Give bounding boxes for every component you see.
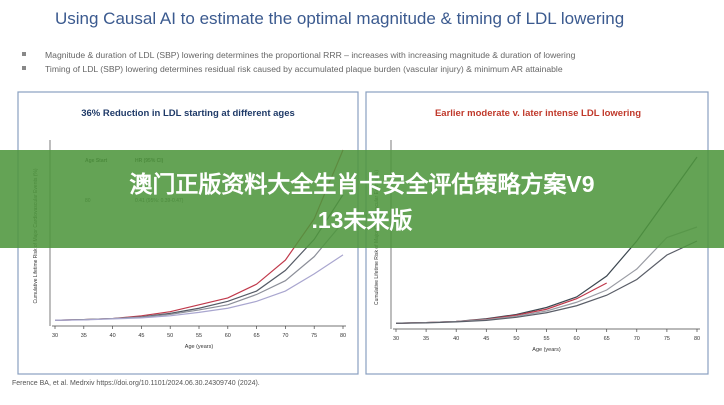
footer: Ference BA, et al. Medrxiv https://doi.o… xyxy=(12,380,260,387)
x-tick-label: 30 xyxy=(393,336,399,342)
x-tick-label: 80 xyxy=(694,336,700,342)
chart-title: Earlier moderate v. later intense LDL lo… xyxy=(435,108,641,119)
banner-text: .13未来版 xyxy=(312,207,413,233)
x-tick-label: 30 xyxy=(52,333,58,339)
x-tick-label: 60 xyxy=(225,333,231,339)
x-tick-label: 75 xyxy=(664,336,670,342)
x-tick-label: 45 xyxy=(483,336,489,342)
bullet: Timing of LDL (SBP) lowering determines … xyxy=(45,64,563,74)
x-tick-label: 40 xyxy=(110,333,116,339)
x-tick-label: 80 xyxy=(340,333,346,339)
x-tick-label: 70 xyxy=(282,333,288,339)
x-tick-label: 40 xyxy=(453,336,459,342)
bullet: Magnitude & duration of LDL (SBP) loweri… xyxy=(45,50,576,60)
series-line xyxy=(395,240,698,324)
x-tick-label: 65 xyxy=(604,336,610,342)
x-tick-label: 70 xyxy=(634,336,640,342)
overlay-banner xyxy=(0,150,724,248)
chart-title: 36% Reduction in LDL starting at differe… xyxy=(81,108,295,119)
slide-title: Using Causal AI to estimate the optimal … xyxy=(55,9,624,28)
series-line xyxy=(54,254,344,321)
x-tick-label: 45 xyxy=(138,333,144,339)
x-tick-label: 50 xyxy=(167,333,173,339)
x-tick-label: 55 xyxy=(196,333,202,339)
x-tick-label: 50 xyxy=(513,336,519,342)
x-tick-label: 35 xyxy=(423,336,429,342)
x-tick-label: 35 xyxy=(81,333,87,339)
x-tick-label: 60 xyxy=(574,336,580,342)
x-axis-label: Age (years) xyxy=(532,347,561,353)
bullet-icon xyxy=(22,66,26,70)
x-tick-label: 75 xyxy=(311,333,317,339)
x-axis-label: Age (years) xyxy=(185,344,214,350)
x-tick-label: 55 xyxy=(543,336,549,342)
bullet-icon xyxy=(22,52,26,56)
banner-text: 澳门正版资料大全生肖卡安全评估策略方案V9 xyxy=(129,171,594,197)
x-tick-label: 65 xyxy=(254,333,260,339)
